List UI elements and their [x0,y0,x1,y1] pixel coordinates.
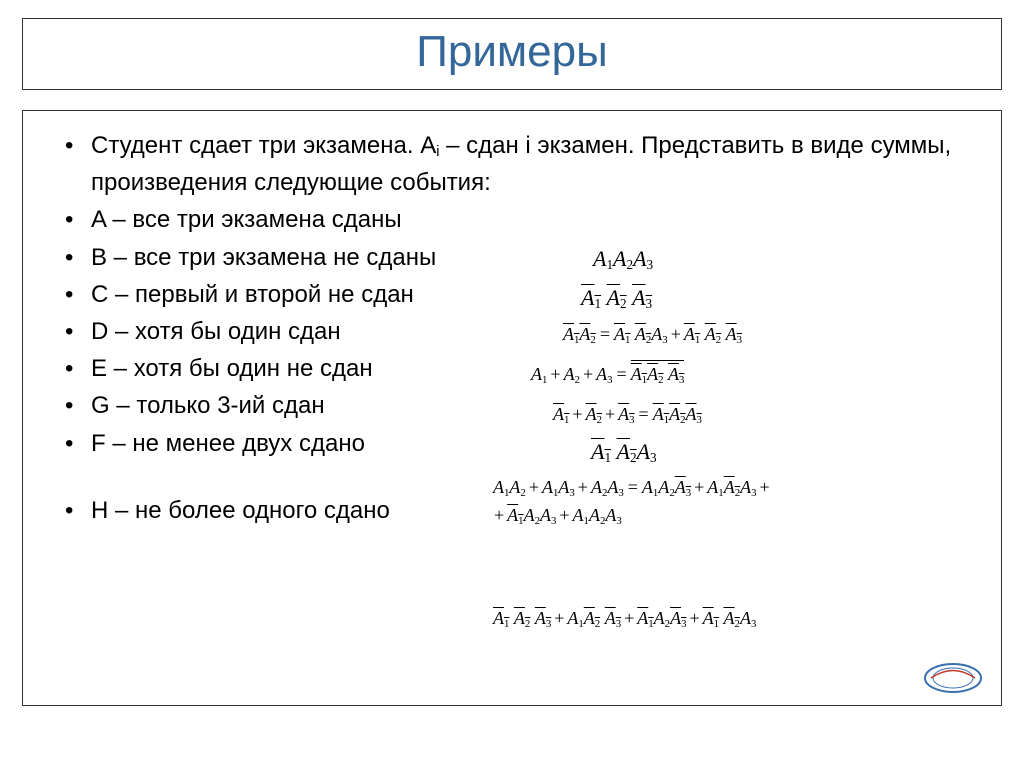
formula-a: A1A2A3 [593,246,653,273]
formula-b: A1 A2 A3 [581,285,652,312]
intro-text-1: Студент сдает три экзамена. A [91,132,436,159]
item-a: A – все три экзамена сданы [35,201,989,238]
item-c: C – первый и второй не сдан [35,276,989,313]
formula-h: A1 A2 A3+A1A2 A3+A1A2A3+A1 A2A3 [493,608,756,630]
slide: Примеры Студент сдает три экзамена. Ai –… [0,0,1024,768]
item-e: E – хотя бы один не сдан [35,350,989,387]
formula-f-line2: +A1A2A3+A1A2A3 [491,505,622,527]
formula-e: A1+A2+A3=A1A2A3 [553,404,702,426]
item-b: B – все три экзамена не сданы [35,239,989,276]
title-box: Примеры [22,18,1002,90]
formula-g: A1 A2A3 [591,439,657,466]
logo-icon [921,661,985,695]
formula-c: A1A2=A1 A2A3+A1 A2 A3 [563,324,742,346]
formula-f-line1: A1A2+A1A3+A2A3=A1A2A3+A1A2A3+ [493,477,773,499]
item-f: F – не менее двух сдано [35,425,989,462]
formula-d: A1+A2+A3=A1A2 A3 [531,364,684,386]
item-d: D – хотя бы один сдан [35,313,989,350]
bullet-list: Студент сдает три экзамена. Ai – сдан i … [35,127,989,529]
content-box: Студент сдает три экзамена. Ai – сдан i … [22,110,1002,706]
page-title: Примеры [416,27,608,76]
item-g: G – только 3-ий сдан [35,387,989,424]
intro-item: Студент сдает три экзамена. Ai – сдан i … [35,127,989,201]
